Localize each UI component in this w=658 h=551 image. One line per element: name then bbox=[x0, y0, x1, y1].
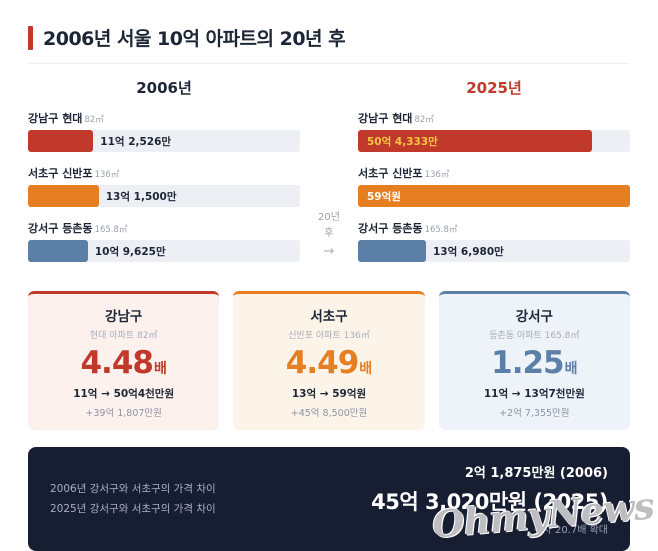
multiple-unit: 배 bbox=[564, 361, 578, 377]
column-2006: 2006년 강남구 현대 82㎡ 11억 2,526만 서초구 신반포 136㎡ 1… bbox=[28, 77, 300, 275]
bar-seocho-2006: 13억 1,500만 bbox=[28, 185, 300, 207]
district-name: 서초구 신반포 bbox=[358, 167, 423, 180]
bar-fill bbox=[28, 240, 88, 262]
card-apartment: 등촌동 아파트 165.8㎡ bbox=[489, 331, 580, 341]
page-title: 2006년 서울 10억 아파트의 20년 후 bbox=[43, 28, 346, 50]
bar-label: 서초구 신반포 136㎡ bbox=[28, 165, 300, 181]
right-arrow-icon: → bbox=[323, 244, 335, 259]
transition-block: 20년 후 → bbox=[300, 77, 358, 275]
bar-value: 10억 9,625만 bbox=[94, 245, 166, 258]
header: 2006년 서울 10억 아파트의 20년 후 bbox=[28, 24, 630, 64]
bar-fill bbox=[28, 130, 94, 152]
card-multiple: 4.48배 bbox=[36, 348, 211, 379]
gap-line-2006: 2006년 강서구와 서초구의 가격 차이 bbox=[50, 482, 216, 495]
gap-value-2025: 45억 3,020만원 (2025) bbox=[371, 490, 608, 514]
district-name: 강서구 등촌동 bbox=[28, 222, 93, 235]
year-label-2006: 2006년 bbox=[136, 79, 192, 97]
summary-card-gangseo: 강서구 등촌동 아파트 165.8㎡ 1.25배 11억 → 13억7천만원 +… bbox=[438, 291, 630, 430]
gap-summary-panel: 2006년 강서구와 서초구의 가격 차이 2025년 강서구와 서초구의 가격… bbox=[28, 447, 630, 551]
card-district: 강서구 bbox=[515, 309, 553, 325]
card-price-range: 11억 → 50억4천만원 bbox=[73, 388, 175, 400]
bar-group-seocho-2006: 서초구 신반포 136㎡ 13억 1,500만 bbox=[28, 165, 300, 207]
card-price-range: 13억 → 59억원 bbox=[291, 388, 367, 400]
comparison-chart: 2006년 강남구 현대 82㎡ 11억 2,526만 서초구 신반포 136㎡ 1… bbox=[28, 77, 630, 275]
bar-fill bbox=[358, 240, 426, 262]
gap-value-2006: 2억 1,875만원 (2006) bbox=[464, 466, 608, 481]
district-name: 강남구 현대 bbox=[358, 112, 413, 125]
apartment-size: 165.8㎡ bbox=[424, 225, 458, 235]
multiple-unit: 배 bbox=[359, 361, 373, 377]
bar-group-gangseo-2025: 강서구 등촌동 165.8㎡ 13억 6,980만 bbox=[358, 220, 630, 262]
card-apartment: 신반포 아파트 136㎡ bbox=[288, 331, 370, 341]
district-name: 강남구 현대 bbox=[28, 112, 83, 125]
bar-value: 13억 6,980만 bbox=[433, 245, 504, 258]
district-name: 강서구 등촌동 bbox=[358, 222, 423, 235]
card-price-gain: +45억 8,500만원 bbox=[290, 408, 368, 419]
bar-value: 50억 4,333만 bbox=[367, 135, 438, 148]
summary-card-gangnam: 강남구 현대 아파트 82㎡ 4.48배 11억 → 50억4천만원 +39억 … bbox=[28, 291, 220, 430]
bar-gangnam-2025: 50억 4,333만 bbox=[358, 130, 630, 152]
card-apartment: 현대 아파트 82㎡ bbox=[89, 331, 158, 341]
bar-group-gangnam-2025: 강남구 현대 82㎡ 50억 4,333만 bbox=[358, 110, 630, 152]
bar-label: 서초구 신반포 136㎡ bbox=[358, 165, 630, 181]
bar-label: 강서구 등촌동 165.8㎡ bbox=[358, 220, 630, 236]
multiple-value: 4.49 bbox=[285, 345, 359, 381]
bar-value: 59억원 bbox=[367, 190, 401, 203]
bar-fill bbox=[358, 130, 592, 152]
card-multiple: 4.49배 bbox=[241, 348, 416, 379]
bar-label: 강남구 현대 82㎡ bbox=[28, 110, 300, 126]
card-price-gain: +39억 1,807만원 bbox=[85, 408, 162, 419]
gap-factor-note: 격차 20.7배 확대 bbox=[533, 525, 608, 536]
multiple-value: 4.48 bbox=[80, 345, 153, 381]
year-label-2025: 2025년 bbox=[466, 79, 522, 97]
bar-group-gangnam-2006: 강남구 현대 82㎡ 11억 2,526만 bbox=[28, 110, 300, 152]
bar-group-gangseo-2006: 강서구 등촌동 165.8㎡ 10억 9,625만 bbox=[28, 220, 300, 262]
apartment-size: 82㎡ bbox=[414, 115, 434, 125]
card-price-range: 11억 → 13억7천만원 bbox=[483, 388, 585, 400]
apartment-size: 136㎡ bbox=[424, 170, 450, 180]
transition-label: 20년 후 bbox=[318, 212, 340, 239]
apartment-size: 82㎡ bbox=[84, 115, 104, 125]
bar-value: 13억 1,500만 bbox=[105, 190, 177, 203]
apartment-size: 165.8㎡ bbox=[94, 225, 128, 235]
card-price-gain: +2억 7,355만원 bbox=[499, 408, 570, 419]
column-2025: 2025년 강남구 현대 82㎡ 50억 4,333만 서초구 신반포 136㎡ 5… bbox=[358, 77, 630, 275]
multiple-unit: 배 bbox=[153, 361, 167, 377]
card-multiple: 1.25배 bbox=[447, 348, 622, 379]
summary-card-seocho: 서초구 신반포 아파트 136㎡ 4.49배 13억 → 59억원 +45억 8… bbox=[233, 291, 425, 430]
card-district: 강남구 bbox=[105, 309, 143, 325]
apartment-size: 136㎡ bbox=[94, 170, 120, 180]
bar-group-seocho-2025: 서초구 신반포 136㎡ 59억원 bbox=[358, 165, 630, 207]
bar-label: 강서구 등촌동 165.8㎡ bbox=[28, 220, 300, 236]
title-accent-bar bbox=[28, 25, 33, 50]
gap-description: 2006년 강서구와 서초구의 가격 차이 2025년 강서구와 서초구의 가격… bbox=[50, 479, 216, 520]
bar-value: 11억 2,526만 bbox=[100, 135, 172, 148]
bar-gangseo-2006: 10억 9,625만 bbox=[28, 240, 300, 262]
bar-gangseo-2025: 13억 6,980만 bbox=[358, 240, 630, 262]
bar-gangnam-2006: 11억 2,526만 bbox=[28, 130, 300, 152]
bar-fill bbox=[28, 185, 99, 207]
gap-line-2025: 2025년 강서구와 서초구의 가격 차이 bbox=[50, 503, 216, 515]
card-district: 서초구 bbox=[310, 309, 348, 325]
bar-fill bbox=[358, 185, 630, 207]
multiple-value: 1.25 bbox=[491, 345, 564, 381]
gap-values: 2억 1,875만원 (2006) 45억 3,020만원 (2025) 격차 … bbox=[371, 462, 608, 536]
summary-cards: 강남구 현대 아파트 82㎡ 4.48배 11억 → 50억4천만원 +39억 … bbox=[28, 291, 630, 430]
district-name: 서초구 신반포 bbox=[28, 167, 93, 180]
bar-label: 강남구 현대 82㎡ bbox=[358, 110, 630, 126]
bar-seocho-2025: 59억원 bbox=[358, 185, 630, 207]
